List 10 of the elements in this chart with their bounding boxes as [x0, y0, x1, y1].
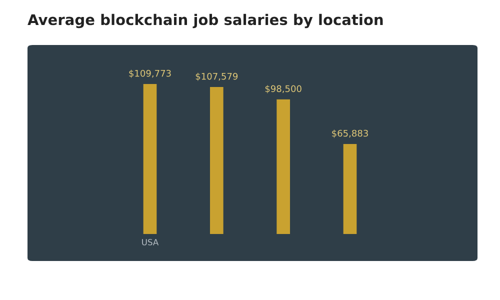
chart-title: Average blockchain job salaries by location — [28, 14, 383, 28]
data-label: $98,500 — [265, 85, 302, 94]
bar — [143, 84, 157, 234]
data-label: $65,883 — [332, 130, 368, 138]
data-label: $107,579 — [196, 72, 238, 81]
x-tick-label: USA — [142, 239, 159, 246]
bar — [210, 87, 224, 234]
bar — [343, 144, 357, 234]
data-label: $109,773 — [129, 70, 171, 78]
bar — [276, 99, 290, 234]
